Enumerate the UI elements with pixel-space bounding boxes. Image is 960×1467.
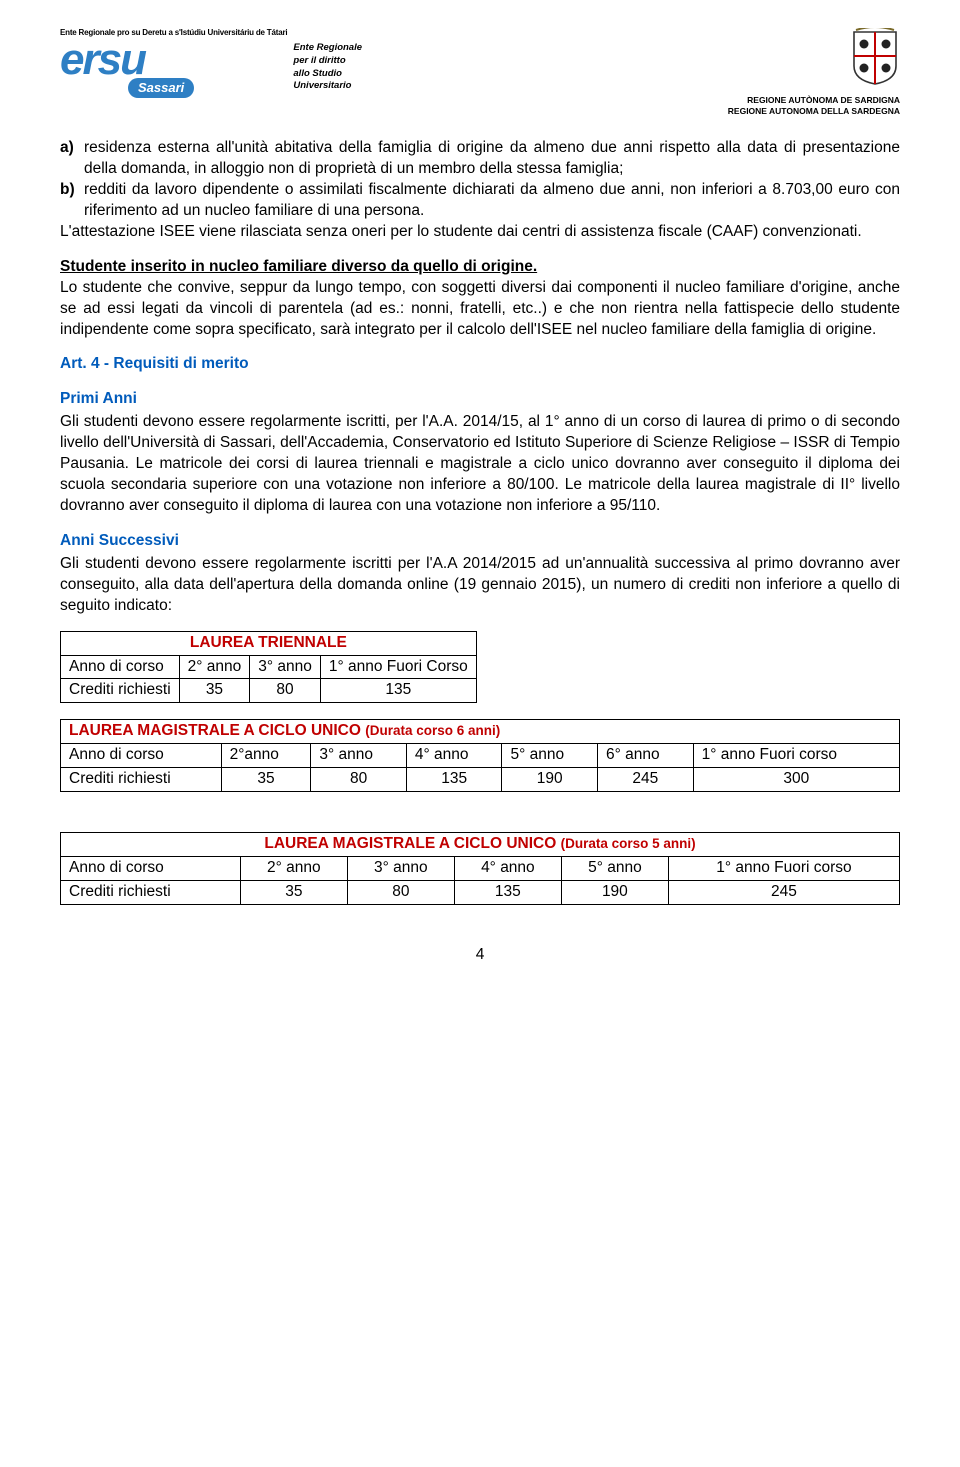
- t3-cred-1: 80: [347, 880, 454, 904]
- t2-subtitle: (Durata corso 6 anni): [365, 723, 500, 738]
- ersu-subtitle: Ente Regionale per il diritto allo Studi…: [293, 42, 362, 93]
- t1-col-2: 1° anno Fuori Corso: [320, 655, 476, 679]
- anni-successivi-heading: Anni Successivi: [60, 531, 900, 552]
- t3-col-1: 3° anno: [347, 857, 454, 881]
- region-logo-block: REGIONE AUTÒNOMA DE SARDIGNA REGIONE AUT…: [728, 28, 900, 116]
- item-a-text: residenza esterna all'unità abitativa de…: [84, 138, 900, 180]
- t2-col-5: 1° anno Fuori corso: [693, 744, 899, 768]
- t2-col-4: 6° anno: [598, 744, 694, 768]
- ersu-sub-1: Ente Regionale: [293, 42, 362, 55]
- ersu-letters: ersu: [60, 41, 240, 78]
- t1-row1-label: Anno di corso: [61, 655, 180, 679]
- t3-subtitle: (Durata corso 5 anni): [561, 836, 696, 851]
- t2-title: LAUREA MAGISTRALE A CICLO UNICO: [69, 722, 361, 739]
- t3-col-3: 5° anno: [561, 857, 668, 881]
- primi-anni-heading: Primi Anni: [60, 389, 900, 410]
- t1-title: LAUREA TRIENNALE: [61, 631, 477, 655]
- sassari-label: Sassari: [128, 78, 194, 98]
- region-line-2: REGIONE AUTONOMA DELLA SARDEGNA: [728, 106, 900, 117]
- nucleo-section: Studente inserito in nucleo familiare di…: [60, 257, 900, 341]
- t1-col-0: 2° anno: [179, 655, 250, 679]
- t1-cred-2: 135: [320, 679, 476, 703]
- t3-title-cell: LAUREA MAGISTRALE A CICLO UNICO (Durata …: [61, 833, 900, 857]
- t2-cred-5: 300: [693, 768, 899, 792]
- t2-col-3: 5° anno: [502, 744, 598, 768]
- t2-cred-3: 190: [502, 768, 598, 792]
- t1-cred-0: 35: [179, 679, 250, 703]
- t3-cred-0: 35: [240, 880, 347, 904]
- t1-col-1: 3° anno: [250, 655, 321, 679]
- ersu-sub-4: Universitario: [293, 80, 362, 93]
- t3-col-2: 4° anno: [454, 857, 561, 881]
- anni-successivi-text: Gli studenti devono essere regolarmente …: [60, 554, 900, 617]
- t2-cred-2: 135: [406, 768, 502, 792]
- t2-col-0: 2°anno: [221, 744, 311, 768]
- t2-col-1: 3° anno: [311, 744, 407, 768]
- list-item-a: a) residenza esterna all'unità abitativa…: [60, 138, 900, 180]
- sardegna-crest-icon: [850, 28, 900, 86]
- table-ciclo-unico-6: LAUREA MAGISTRALE A CICLO UNICO (Durata …: [60, 719, 900, 792]
- t1-row2-label: Crediti richiesti: [61, 679, 180, 703]
- t3-cred-4: 245: [668, 880, 899, 904]
- t2-title-cell: LAUREA MAGISTRALE A CICLO UNICO (Durata …: [61, 720, 900, 744]
- t3-col-0: 2° anno: [240, 857, 347, 881]
- t2-cred-4: 245: [598, 768, 694, 792]
- t3-col-4: 1° anno Fuori corso: [668, 857, 899, 881]
- nucleo-text: Lo studente che convive, seppur da lungo…: [60, 279, 900, 338]
- t3-row2-label: Crediti richiesti: [61, 880, 241, 904]
- page-number: 4: [60, 945, 900, 966]
- item-b-marker: b): [60, 180, 84, 222]
- t3-cred-3: 190: [561, 880, 668, 904]
- t2-row1-label: Anno di corso: [61, 744, 222, 768]
- page-header: Ente Regionale pro su Deretu a s'Istúdiu…: [60, 28, 900, 116]
- region-text: REGIONE AUTÒNOMA DE SARDIGNA REGIONE AUT…: [728, 95, 900, 116]
- list-item-b: b) redditi da lavoro dipendente o assimi…: [60, 180, 900, 222]
- t2-row2-label: Crediti richiesti: [61, 768, 222, 792]
- ersu-sub-2: per il diritto: [293, 55, 362, 68]
- table-laurea-triennale: LAUREA TRIENNALE Anno di corso 2° anno 3…: [60, 631, 477, 704]
- t2-col-2: 4° anno: [406, 744, 502, 768]
- primi-anni-text: Gli studenti devono essere regolarmente …: [60, 412, 900, 517]
- item-a-marker: a): [60, 138, 84, 180]
- item-b-text: redditi da lavoro dipendente o assimilat…: [84, 180, 900, 222]
- t3-cred-2: 135: [454, 880, 561, 904]
- art4-heading: Art. 4 - Requisiti di merito: [60, 354, 900, 375]
- t1-cred-1: 80: [250, 679, 321, 703]
- ersu-logo: ersu Sassari: [60, 41, 240, 105]
- t2-cred-0: 35: [221, 768, 311, 792]
- t3-row1-label: Anno di corso: [61, 857, 241, 881]
- region-line-1: REGIONE AUTÒNOMA DE SARDIGNA: [728, 95, 900, 106]
- nucleo-heading: Studente inserito in nucleo familiare di…: [60, 258, 537, 275]
- t3-title: LAUREA MAGISTRALE A CICLO UNICO: [264, 835, 556, 852]
- isee-paragraph: L'attestazione ISEE viene rilasciata sen…: [60, 222, 900, 243]
- ersu-sub-3: allo Studio: [293, 68, 362, 81]
- ersu-logo-block: Ente Regionale pro su Deretu a s'Istúdiu…: [60, 28, 362, 105]
- t2-cred-1: 80: [311, 768, 407, 792]
- table-ciclo-unico-5: LAUREA MAGISTRALE A CICLO UNICO (Durata …: [60, 832, 900, 905]
